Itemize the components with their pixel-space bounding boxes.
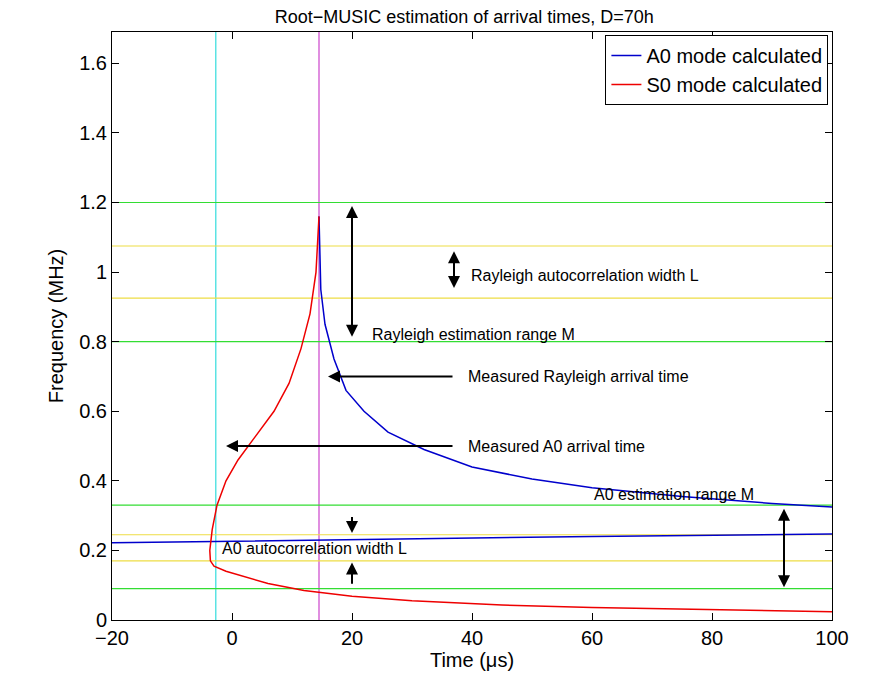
svg-text:Frequency (MHz): Frequency (MHz) xyxy=(45,249,67,403)
svg-text:0: 0 xyxy=(96,609,107,631)
svg-text:0.6: 0.6 xyxy=(79,400,107,422)
svg-text:0: 0 xyxy=(226,627,237,649)
svg-text:A0 autocorrelation width L: A0 autocorrelation width L xyxy=(222,540,407,557)
svg-text:0.8: 0.8 xyxy=(79,331,107,353)
svg-text:1: 1 xyxy=(96,261,107,283)
svg-text:−20: −20 xyxy=(95,627,129,649)
svg-text:Rayleigh estimation range M: Rayleigh estimation range M xyxy=(372,326,575,343)
svg-text:20: 20 xyxy=(341,627,363,649)
svg-text:S0 mode calculated: S0 mode calculated xyxy=(646,74,822,96)
svg-text:0.2: 0.2 xyxy=(79,539,107,561)
svg-text:1.4: 1.4 xyxy=(79,122,107,144)
svg-text:A0 estimation range M: A0 estimation range M xyxy=(594,486,754,503)
svg-text:60: 60 xyxy=(581,627,603,649)
svg-text:100: 100 xyxy=(815,627,848,649)
svg-text:40: 40 xyxy=(461,627,483,649)
svg-text:A0 mode calculated: A0 mode calculated xyxy=(646,45,822,67)
svg-text:1.2: 1.2 xyxy=(79,191,107,213)
svg-text:Measured A0 arrival time: Measured A0 arrival time xyxy=(468,438,645,455)
svg-text:0.4: 0.4 xyxy=(79,470,107,492)
svg-text:Measured Rayleigh arrival time: Measured Rayleigh arrival time xyxy=(468,368,689,385)
svg-text:Time (μs): Time (μs) xyxy=(430,649,514,671)
svg-text:Root−MUSIC estimation of arriv: Root−MUSIC estimation of arrival times, … xyxy=(275,7,654,27)
svg-text:Rayleigh autocorrelation width: Rayleigh autocorrelation width L xyxy=(471,267,699,284)
svg-text:80: 80 xyxy=(701,627,723,649)
svg-text:1.6: 1.6 xyxy=(79,52,107,74)
